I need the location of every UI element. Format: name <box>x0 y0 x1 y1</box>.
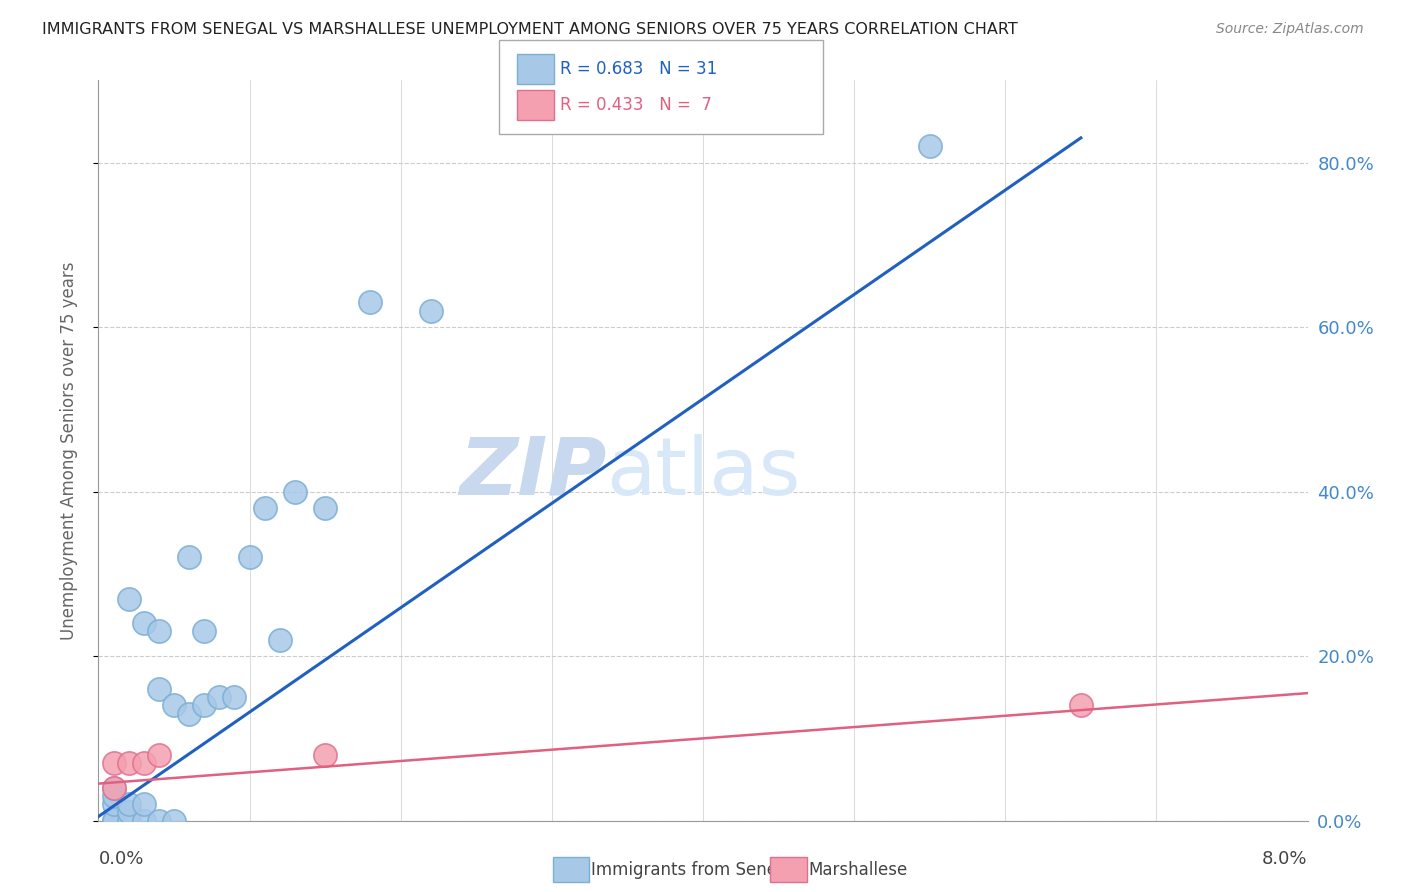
Point <box>163 698 186 713</box>
Point <box>103 797 125 812</box>
Text: 8.0%: 8.0% <box>1263 850 1308 868</box>
Point <box>239 550 262 565</box>
Point <box>103 780 125 795</box>
Point <box>420 303 443 318</box>
Text: 0.0%: 0.0% <box>98 850 143 868</box>
Point <box>208 690 231 705</box>
Point <box>132 756 155 770</box>
Point <box>103 814 125 828</box>
Point <box>103 756 125 770</box>
Point <box>118 797 141 812</box>
Point <box>118 756 141 770</box>
Point <box>1070 698 1092 713</box>
Point <box>132 814 155 828</box>
Text: atlas: atlas <box>606 434 800 512</box>
Point <box>148 747 170 762</box>
Point <box>148 814 170 828</box>
Point <box>360 295 382 310</box>
Point <box>314 501 336 516</box>
Text: IMMIGRANTS FROM SENEGAL VS MARSHALLESE UNEMPLOYMENT AMONG SENIORS OVER 75 YEARS : IMMIGRANTS FROM SENEGAL VS MARSHALLESE U… <box>42 22 1018 37</box>
Point <box>103 780 125 795</box>
Point <box>193 698 215 713</box>
Point <box>148 624 170 639</box>
Point <box>918 139 941 153</box>
Point <box>163 814 186 828</box>
Point <box>103 814 125 828</box>
Point <box>314 747 336 762</box>
Point <box>148 681 170 696</box>
Point <box>132 797 155 812</box>
Point <box>132 616 155 631</box>
Point <box>284 484 307 499</box>
Point <box>118 591 141 606</box>
Point <box>193 624 215 639</box>
Text: Source: ZipAtlas.com: Source: ZipAtlas.com <box>1216 22 1364 37</box>
Text: R = 0.433   N =  7: R = 0.433 N = 7 <box>560 96 711 114</box>
Y-axis label: Unemployment Among Seniors over 75 years: Unemployment Among Seniors over 75 years <box>59 261 77 640</box>
Point <box>179 706 201 721</box>
Point <box>118 805 141 820</box>
Point <box>179 550 201 565</box>
Point <box>103 789 125 803</box>
Point <box>224 690 246 705</box>
Text: R = 0.683   N = 31: R = 0.683 N = 31 <box>560 60 717 78</box>
Text: Immigrants from Senegal: Immigrants from Senegal <box>591 861 801 879</box>
Text: ZIP: ZIP <box>458 434 606 512</box>
Text: Marshallese: Marshallese <box>808 861 908 879</box>
Point <box>269 632 291 647</box>
Point <box>253 501 276 516</box>
Point <box>118 814 141 828</box>
